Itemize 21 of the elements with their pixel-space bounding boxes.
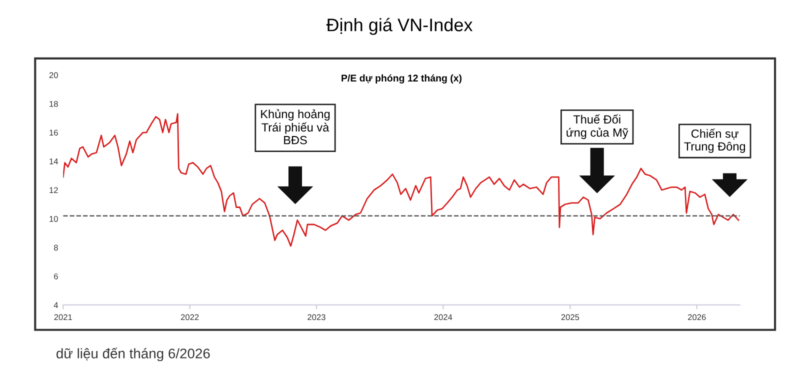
annotation: Chiến sự Trung Đông (684, 128, 746, 153)
y-tick-label: 6 (54, 273, 58, 280)
annotation: Thuế Đối ứng của Mỹ (566, 114, 628, 140)
y-tick-label: 18 (50, 100, 58, 107)
y-tick-label: 20 (49, 72, 58, 78)
text: dữ liệu đến tháng 6/2026 (56, 348, 210, 362)
x-tick-label: 2024 (434, 314, 452, 320)
x-tick-label: 2022 (180, 314, 199, 320)
y-tick-label: 16 (50, 130, 58, 136)
chart-subtitle: P/E dự phóng 12 tháng (x) (342, 74, 462, 84)
y-tick-label: 4 (54, 302, 58, 308)
y-tick-label: 8 (54, 244, 58, 251)
y-tick-label: 14 (50, 158, 58, 164)
y-tick-label: 12 (50, 187, 58, 194)
annotation: Khủng hoảng Trái phiếu và BĐS (261, 109, 330, 144)
chart-title: Định giá VN-Index (326, 18, 473, 35)
x-tick-label: 2026 (688, 314, 706, 320)
y-tick-label: 10 (50, 216, 58, 222)
x-tick-label: 2025 (561, 314, 580, 320)
x-tick-label: 2023 (308, 314, 326, 320)
x-tick-label: 2021 (54, 314, 72, 320)
